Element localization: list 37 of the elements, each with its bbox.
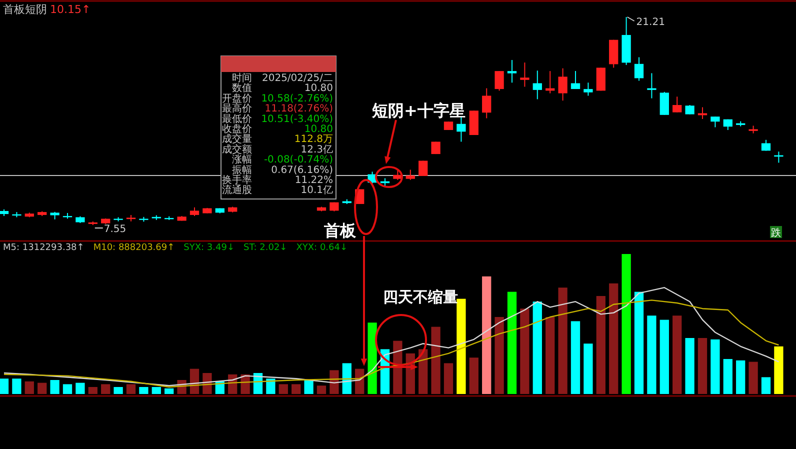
chart-title: 首板短阴 [3,3,47,16]
text: M5: 1312293.38↑ [3,243,84,253]
annotation: 短阴+十字星 [371,101,466,120]
annotation: 成交额 [222,143,252,156]
text: M10: 888203.69↑ [93,243,175,253]
text: SYX: 3.49↓ [184,243,235,253]
annotation: 开盘价 [222,92,252,104]
annotation: 换手率 [222,174,252,186]
annotation: 12.3亿 [300,144,333,156]
annotation: 10.51(-3.40%) [261,114,334,125]
annotation: 收盘价 [222,123,252,135]
annotation: 成交量 [222,133,252,146]
annotation: 时间 [232,72,252,84]
annotation: 四天不缩量 [383,288,458,306]
annotation: 振幅 [232,164,252,176]
annotation: 流通股 [222,184,252,196]
text: 10.15↑ [50,3,91,16]
annotation: 首板 [323,221,357,240]
annotation: -0.08(-0.74%) [264,154,334,166]
annotation: 10.80 [304,83,333,94]
text: XYX: 0.64↓ [296,243,348,253]
annotation: 10.58(-2.76%) [261,93,334,104]
annotation: 0.67(6.16%) [271,164,334,176]
annotation: 112.8万 [294,134,333,146]
annotation: 最高价 [222,102,252,115]
annotation: 11.18(2.76%) [264,104,334,115]
annotation: 11.22% [294,175,333,186]
text: ST: 2.02↓ [244,243,288,253]
annotation: 2025/02/25/二 [262,73,333,84]
annotation: 10.1亿 [300,185,333,196]
annotation: 21.21 [636,17,665,28]
annotation: 10.80 [304,124,333,135]
annotation: 7.55 [104,224,126,235]
annotation: 最低价 [222,112,252,125]
annotation: 涨幅 [232,154,252,166]
text: 跌 [771,227,781,239]
annotation: 数值 [232,83,252,94]
